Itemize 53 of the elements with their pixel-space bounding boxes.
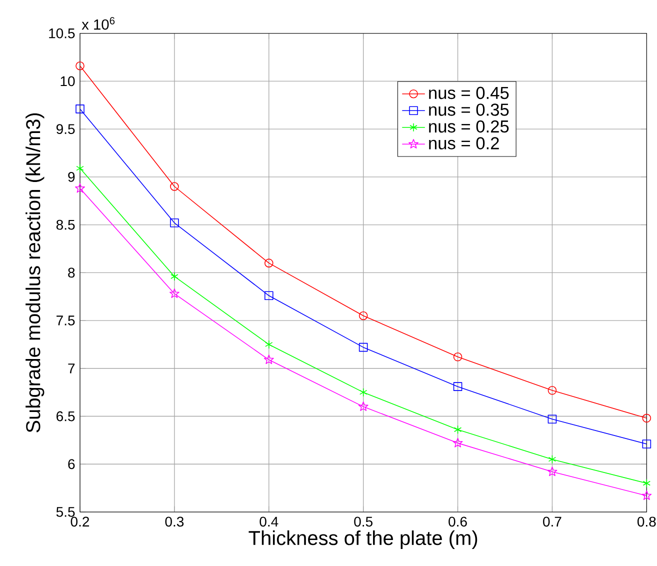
y-tick-label: 8.5 — [56, 220, 75, 230]
point — [642, 440, 652, 448]
legend-label: nus = 0.2 — [429, 137, 499, 150]
y-axis-title: Subgrade modulus reaction (kN/m3) — [26, 113, 44, 432]
point — [264, 291, 274, 300]
point — [170, 182, 179, 191]
y-tick-label: 10.5 — [49, 28, 75, 38]
point — [548, 386, 557, 395]
point — [359, 388, 368, 397]
point — [264, 258, 274, 268]
point — [642, 478, 651, 488]
point — [454, 425, 462, 434]
point — [264, 354, 274, 364]
point — [76, 164, 84, 173]
x-tick-label: 0.2 — [70, 516, 90, 527]
y-tick-label: 9 — [68, 172, 75, 182]
point — [169, 288, 180, 298]
x-tick-label: 0.4 — [260, 516, 278, 527]
x-tick-label: 0.3 — [165, 516, 184, 527]
point — [170, 272, 178, 281]
legend-label: nus = 0.35 — [429, 104, 509, 116]
y-tick-label: 10 — [60, 76, 75, 86]
y-tick-label: 6.5 — [56, 411, 75, 422]
point — [548, 454, 556, 464]
legend-label: nus = 0.25 — [429, 120, 509, 133]
y-tick-label: 8 — [68, 268, 75, 278]
x-tick-label: 0.5 — [354, 516, 372, 527]
y-tick-label: 7 — [68, 364, 75, 374]
point — [548, 414, 557, 424]
point — [76, 104, 84, 114]
point — [453, 352, 462, 362]
point — [358, 342, 368, 352]
x-tick-label: 0.6 — [448, 516, 467, 527]
point — [642, 490, 652, 500]
text: x 10$^{6}$ — [82, 17, 115, 30]
y-tick-label: 9.5 — [56, 124, 75, 134]
point — [642, 414, 652, 423]
point — [76, 61, 84, 70]
point — [75, 183, 85, 193]
y-tick-label: 6 — [68, 459, 75, 470]
point — [452, 438, 463, 448]
x-tick-label: 0.8 — [637, 516, 656, 527]
point — [170, 218, 179, 228]
point — [453, 382, 462, 391]
x-tick-label: 0.7 — [543, 516, 562, 527]
point — [358, 311, 368, 320]
point — [358, 401, 368, 411]
x-axis-title: Thickness of the plate (m) — [248, 530, 478, 550]
y-tick-label: 7.5 — [56, 316, 75, 326]
legend-label: nus = 0.45 — [429, 86, 509, 100]
y-tick-label: 5.5 — [56, 507, 75, 517]
point — [547, 466, 558, 476]
point — [265, 340, 273, 349]
